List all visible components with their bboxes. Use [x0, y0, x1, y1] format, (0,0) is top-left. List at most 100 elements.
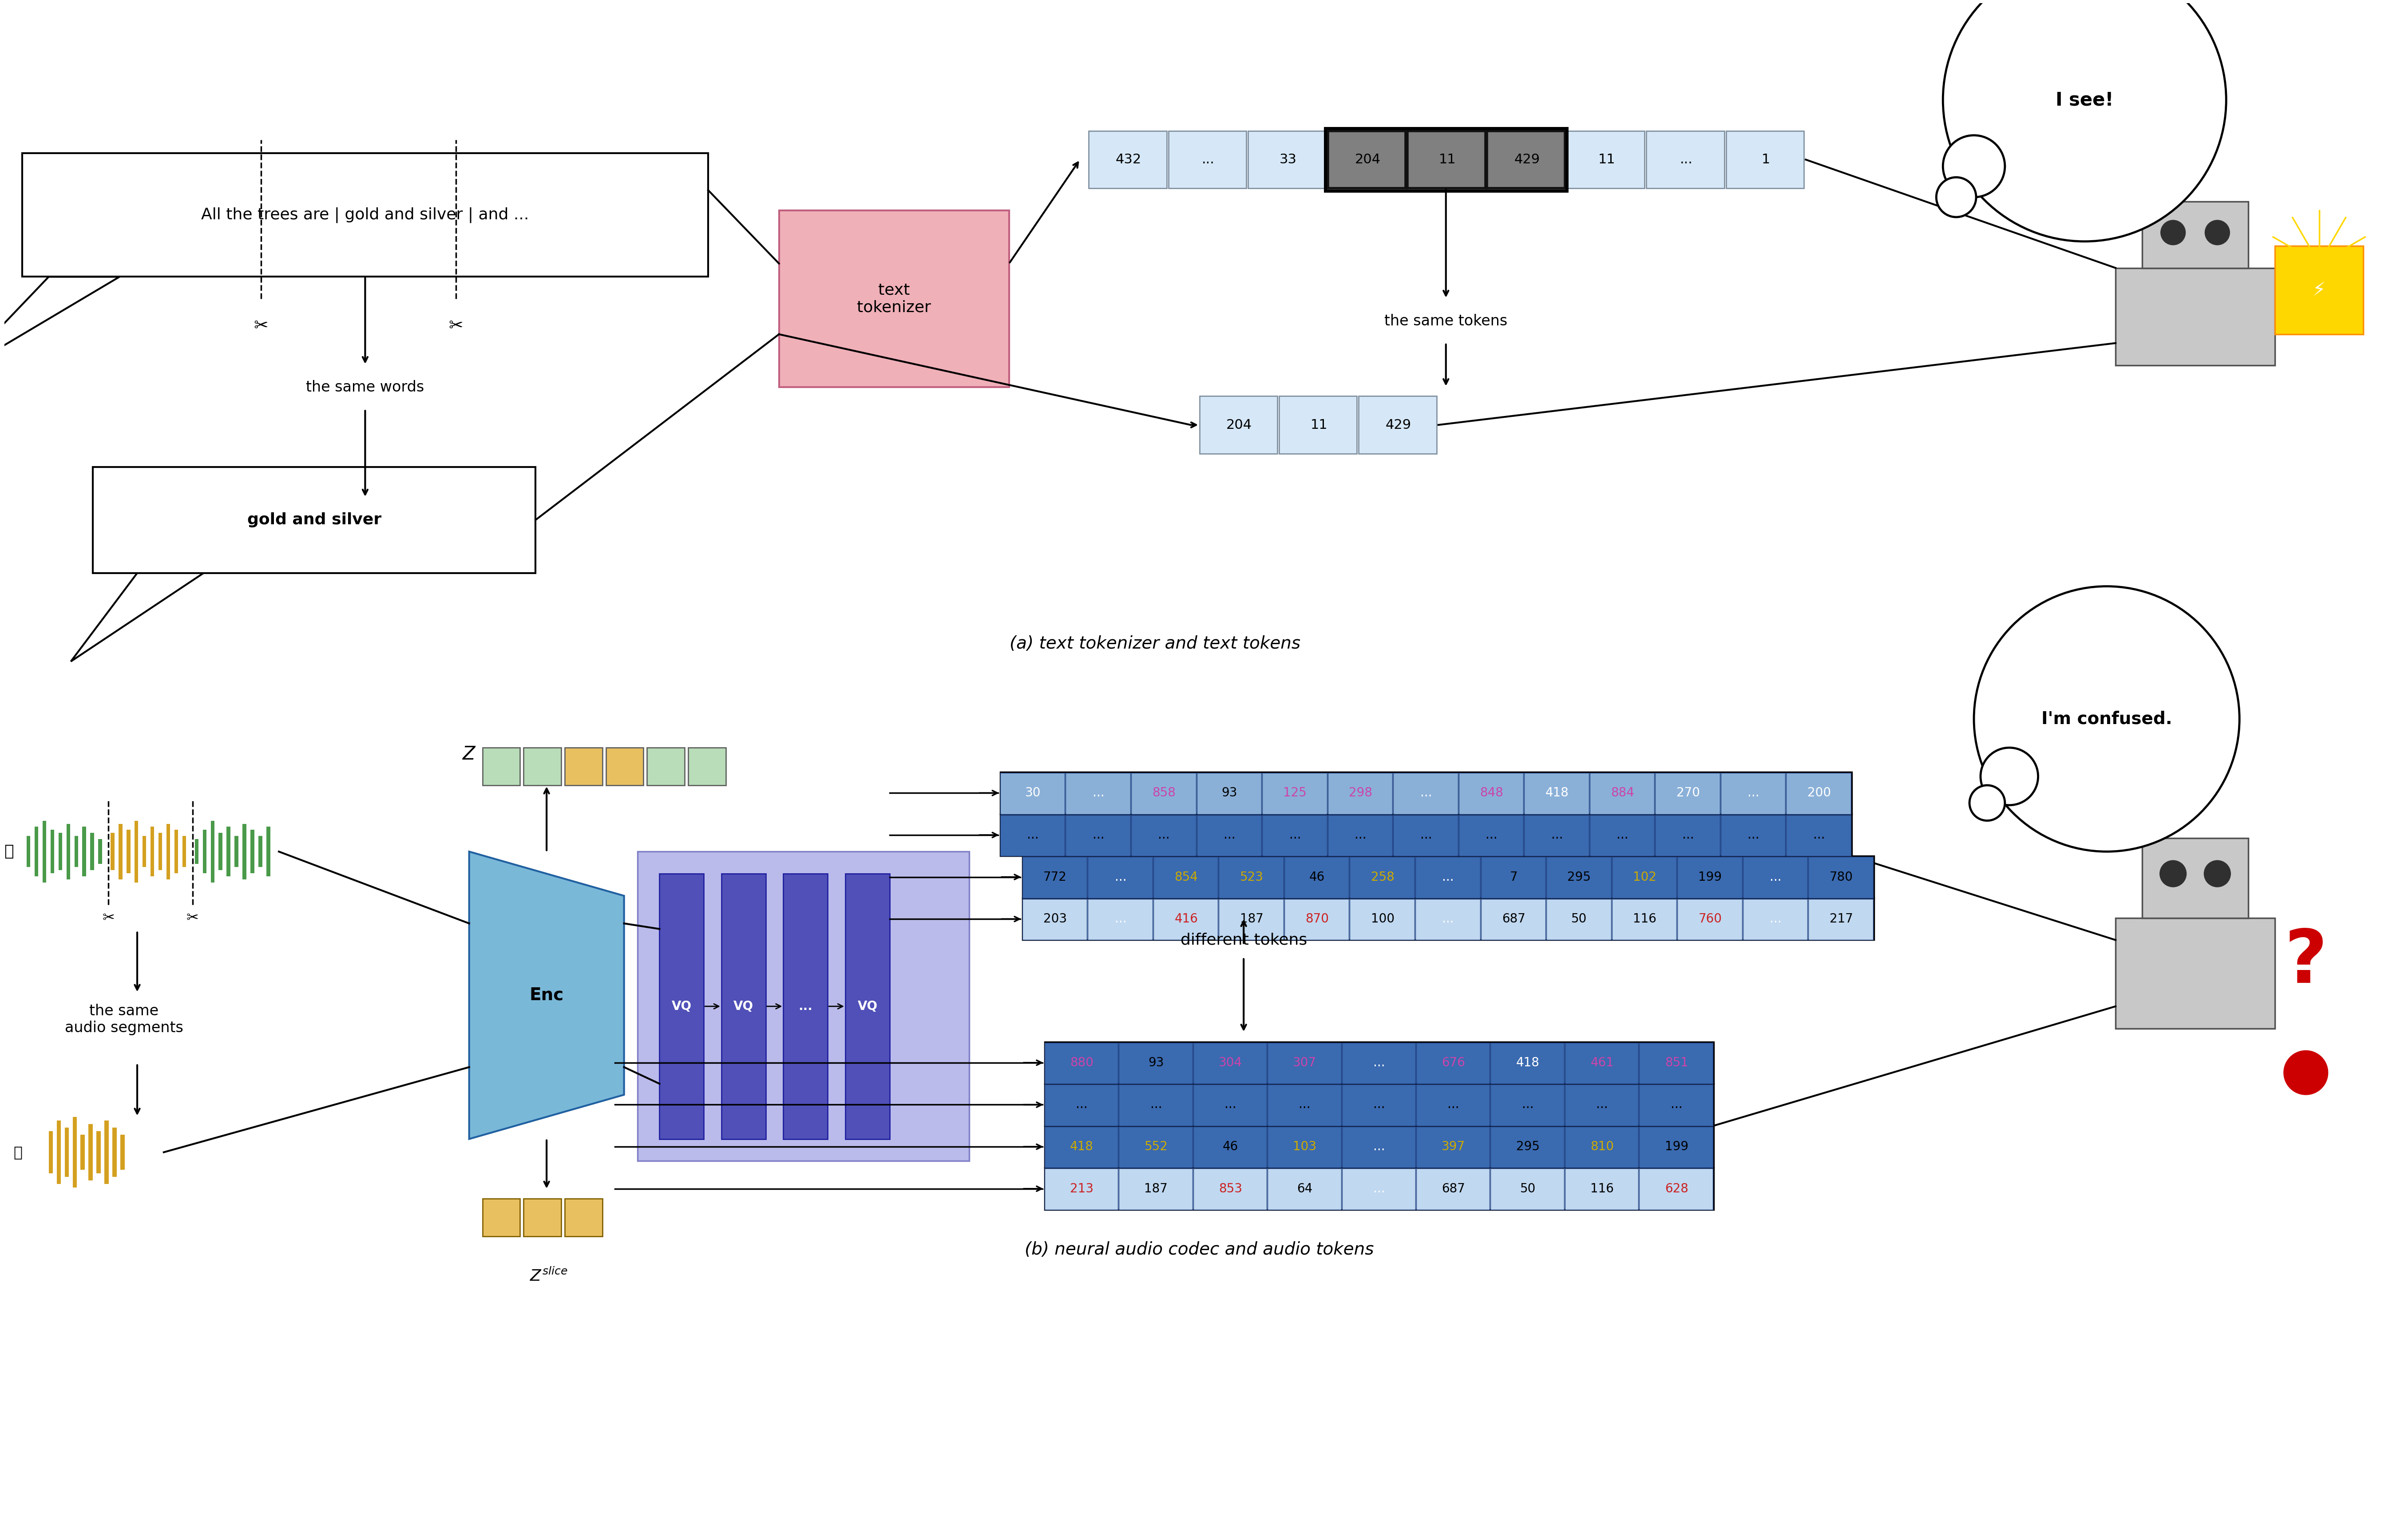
Bar	[1000, 772, 1853, 815]
Text: 858: 858	[1153, 787, 1177, 799]
Bar	[1088, 899, 1153, 939]
Bar	[218, 833, 223, 870]
Text: 298: 298	[1350, 787, 1371, 799]
Text: ...: ...	[1026, 829, 1038, 841]
Bar	[1721, 773, 1786, 815]
Bar	[1393, 773, 1457, 815]
Bar	[93, 467, 535, 573]
Polygon shape	[846, 873, 889, 1140]
Text: 884: 884	[1611, 787, 1635, 799]
Bar	[1119, 1169, 1191, 1210]
Polygon shape	[0, 277, 120, 374]
Bar	[1045, 1043, 1117, 1084]
Bar	[1285, 899, 1350, 939]
Bar	[1640, 1127, 1714, 1167]
Bar	[1414, 899, 1479, 939]
Text: ...: ...	[1299, 1098, 1311, 1110]
Text: 432: 432	[1115, 152, 1141, 166]
Text: ...: ...	[1373, 1056, 1385, 1069]
Bar	[1726, 131, 1805, 188]
Bar	[1350, 856, 1414, 898]
Text: 418: 418	[1515, 1056, 1539, 1069]
Bar	[1194, 1169, 1266, 1210]
Bar	[482, 748, 520, 785]
Bar	[1280, 396, 1357, 454]
Bar	[1328, 131, 1405, 188]
Text: 46: 46	[1222, 1141, 1239, 1153]
Bar	[1589, 815, 1654, 856]
Text: ...: ...	[1448, 1098, 1460, 1110]
Bar	[89, 1124, 93, 1181]
Bar	[165, 824, 170, 879]
Bar	[647, 748, 686, 785]
Text: 7: 7	[1510, 870, 1517, 884]
Bar	[1565, 1043, 1640, 1084]
Bar	[1268, 1127, 1340, 1167]
Text: 772: 772	[1043, 870, 1067, 884]
Bar	[1524, 773, 1589, 815]
Bar	[50, 830, 55, 873]
Text: the same
audio segments: the same audio segments	[65, 1004, 182, 1035]
Circle shape	[1944, 0, 2227, 242]
Text: 523: 523	[1239, 870, 1263, 884]
Text: 203: 203	[1043, 913, 1067, 926]
Text: 295: 295	[1568, 870, 1592, 884]
Text: 11: 11	[1599, 152, 1616, 166]
Text: I'm confused.: I'm confused.	[2042, 710, 2172, 727]
Bar	[96, 1130, 101, 1173]
Text: ...: ...	[1812, 829, 1824, 841]
Bar	[1486, 131, 1565, 188]
Bar	[1045, 1127, 1117, 1167]
Text: 93: 93	[1148, 1056, 1165, 1069]
Circle shape	[2205, 220, 2229, 245]
Text: ...: ...	[1769, 913, 1781, 926]
Bar	[91, 833, 93, 870]
Bar	[1481, 856, 1546, 898]
Bar	[1786, 773, 1850, 815]
Bar	[266, 827, 271, 876]
Bar	[1268, 1084, 1340, 1126]
Bar	[158, 833, 163, 870]
Text: (b) neural audio codec and audio tokens: (b) neural audio codec and audio tokens	[1026, 1241, 1373, 1258]
Bar	[1524, 815, 1589, 856]
Text: 853: 853	[1218, 1183, 1242, 1195]
Text: ...: ...	[1747, 829, 1759, 841]
Bar	[2143, 838, 2248, 918]
Bar	[1647, 131, 1723, 188]
Bar	[1565, 1169, 1640, 1210]
Text: 418: 418	[1069, 1141, 1093, 1153]
Bar	[1263, 815, 1328, 856]
Bar	[1000, 815, 1064, 856]
Text: 199: 199	[1664, 1141, 1687, 1153]
Text: ...: ...	[1093, 829, 1105, 841]
Bar	[74, 836, 79, 867]
Polygon shape	[72, 573, 204, 662]
Text: ...: ...	[1747, 787, 1759, 799]
Text: 687: 687	[1441, 1183, 1465, 1195]
Text: ...: ...	[1076, 1098, 1088, 1110]
Bar	[1119, 1127, 1191, 1167]
Bar	[1407, 131, 1486, 188]
Text: ...: ...	[1419, 829, 1431, 841]
Bar	[1491, 1169, 1565, 1210]
Text: ✂: ✂	[254, 317, 268, 334]
Bar	[72, 1116, 77, 1187]
Bar	[182, 836, 187, 867]
Text: I see!: I see!	[2057, 91, 2114, 109]
Bar	[1721, 815, 1786, 856]
Bar	[1656, 773, 1721, 815]
Text: 1: 1	[1762, 152, 1771, 166]
Bar	[211, 821, 213, 882]
Text: 50: 50	[1520, 1183, 1536, 1195]
Bar	[566, 748, 602, 785]
Bar	[113, 1127, 117, 1177]
Text: 258: 258	[1371, 870, 1395, 884]
Bar	[1220, 856, 1282, 898]
Polygon shape	[470, 852, 623, 1140]
Text: ...: ...	[1443, 870, 1455, 884]
Bar	[58, 1121, 60, 1184]
Bar	[1285, 856, 1350, 898]
Text: 204: 204	[1227, 419, 1251, 431]
Bar	[22, 152, 707, 277]
Circle shape	[1944, 136, 2004, 197]
